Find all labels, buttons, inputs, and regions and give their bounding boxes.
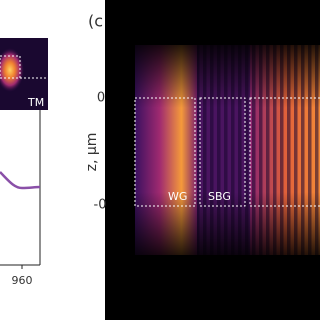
spectrum-curve xyxy=(0,171,41,190)
y-tick-label: -0 xyxy=(94,198,107,213)
inset-label: TM xyxy=(27,96,44,109)
x-tick-label: 960 xyxy=(12,274,33,287)
inset-mode xyxy=(0,48,24,92)
inset-box xyxy=(0,55,21,79)
sbg-box xyxy=(199,97,246,207)
region-label: WG xyxy=(168,190,187,203)
field-fade xyxy=(135,45,320,255)
y-tick-label: 0 xyxy=(97,91,105,106)
region-label: SBG xyxy=(208,190,231,203)
output-box xyxy=(249,97,320,207)
y-axis-label: z, μm xyxy=(84,133,100,172)
wg-box xyxy=(134,97,196,207)
panel-label: (c xyxy=(88,12,103,31)
